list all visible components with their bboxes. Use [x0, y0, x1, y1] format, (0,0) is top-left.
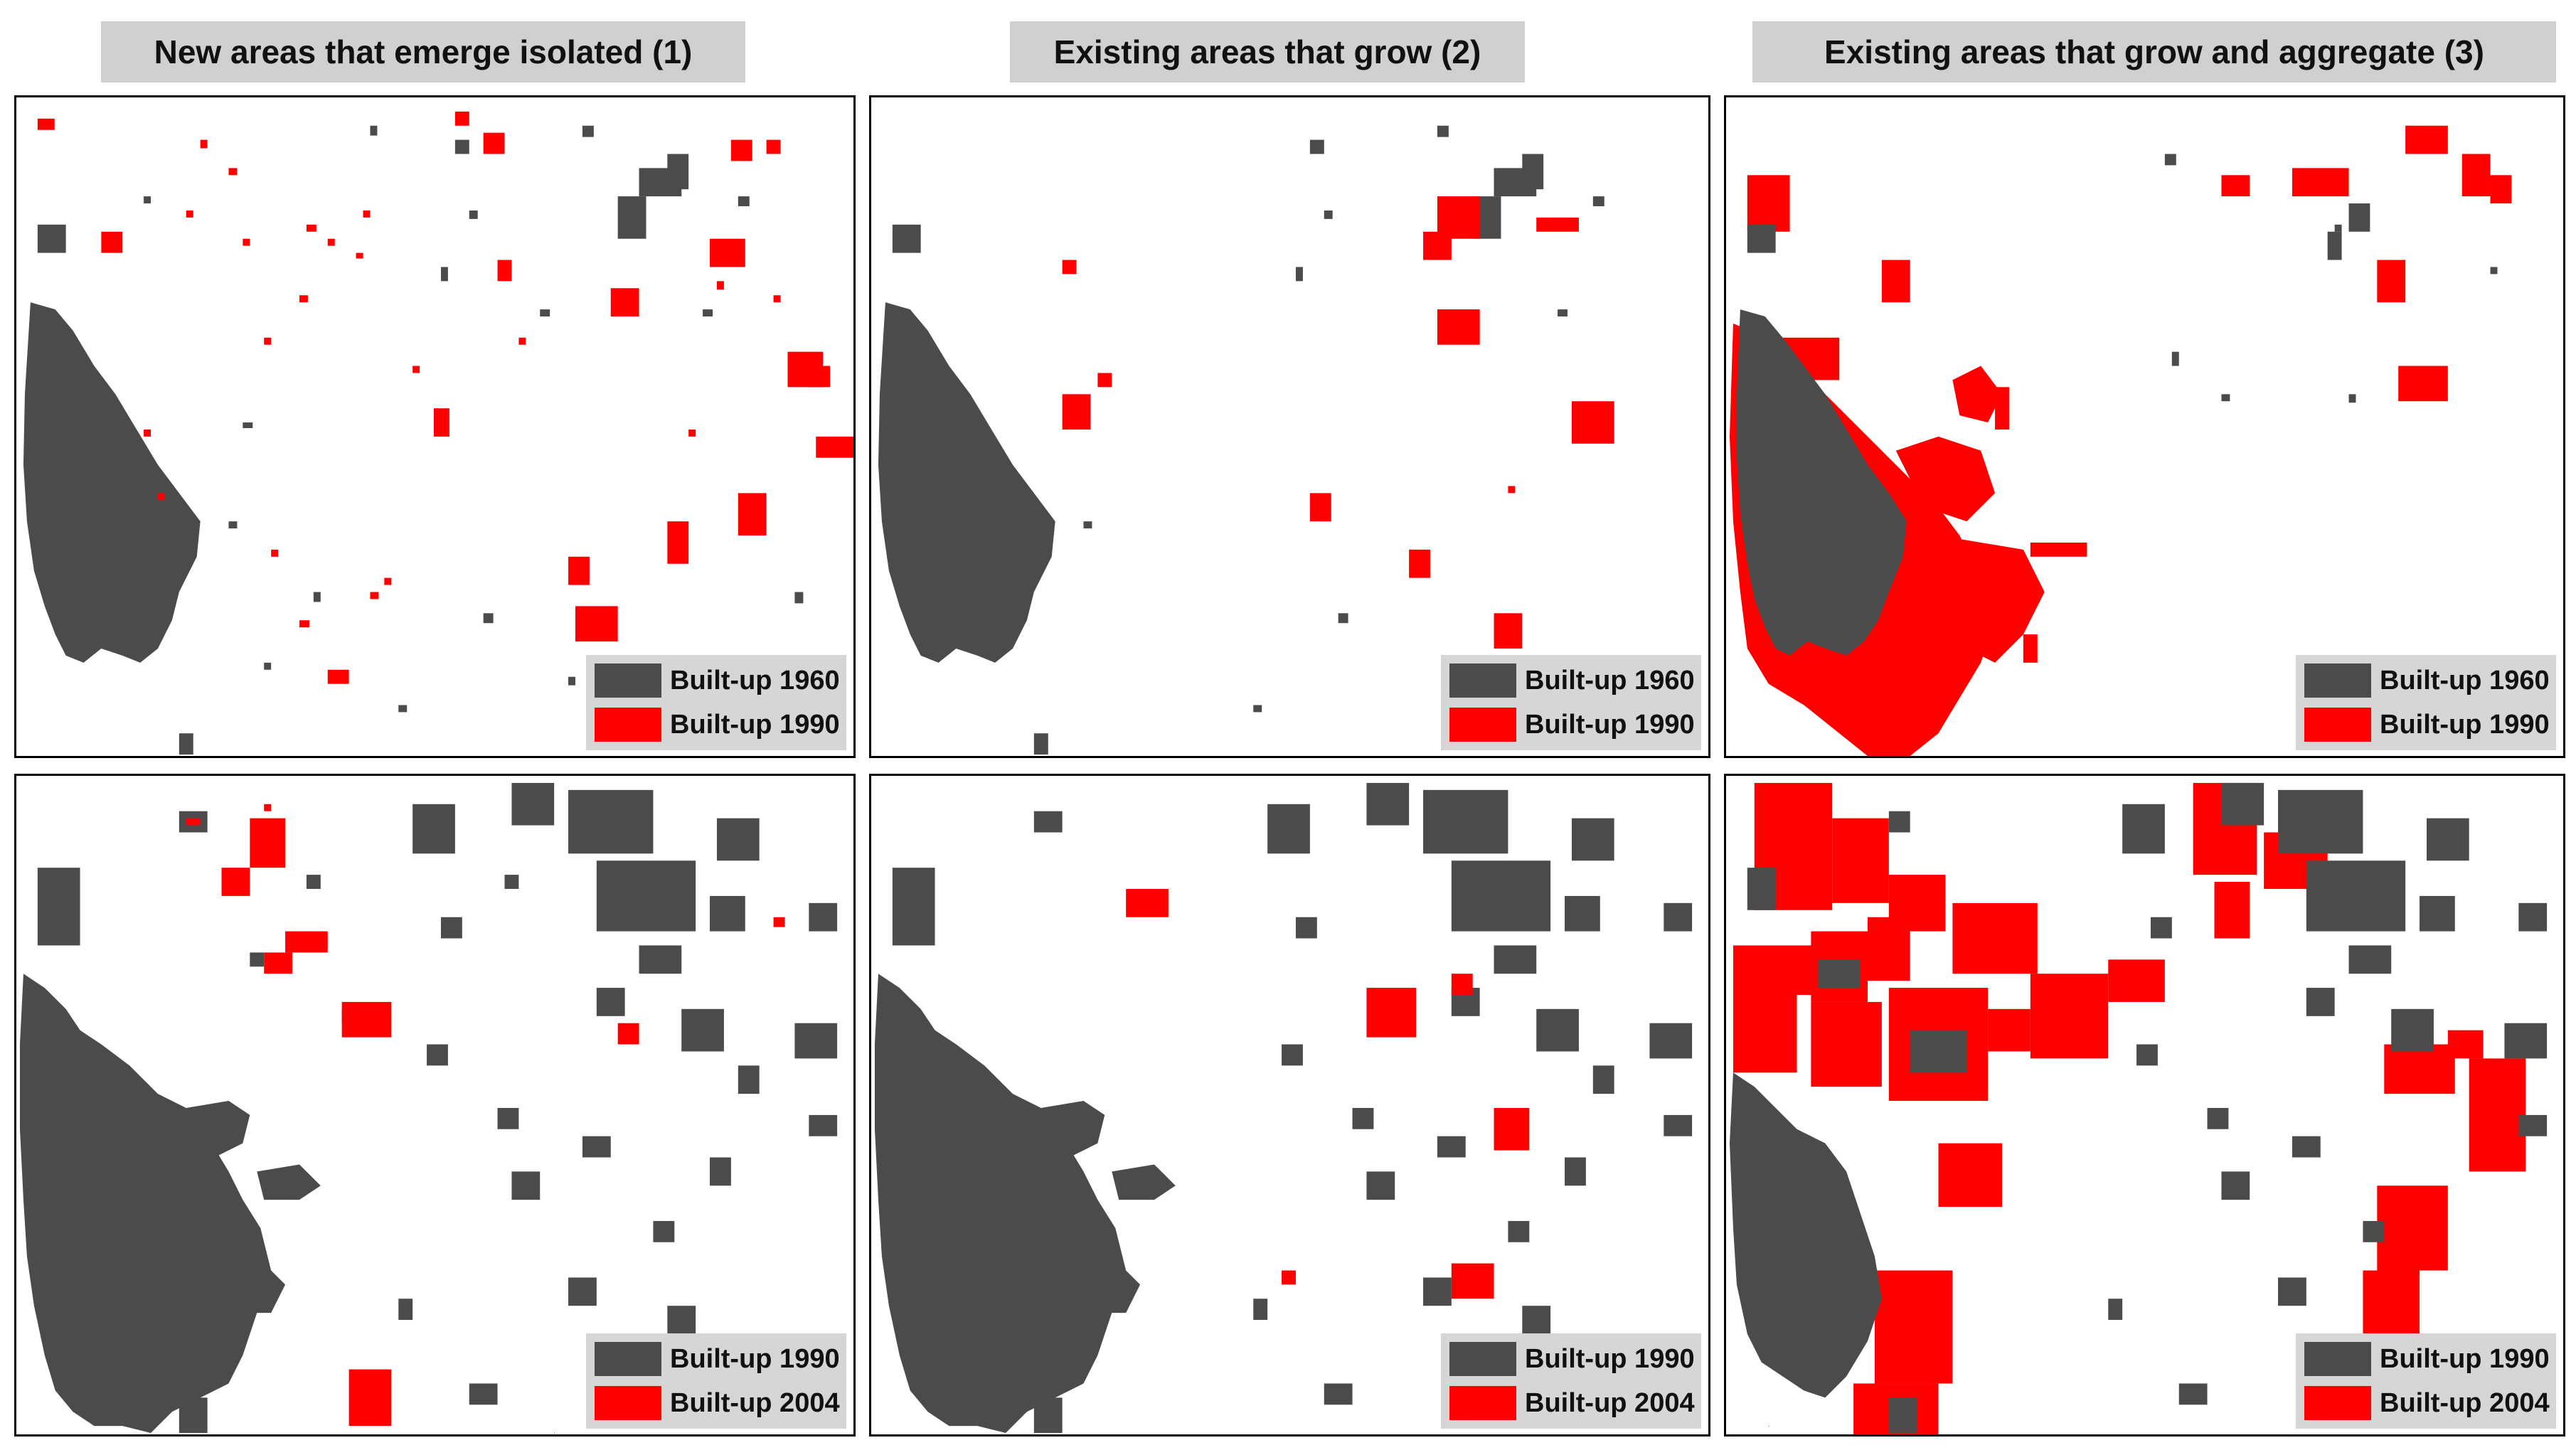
map-panel-aggregate-1960-1990: Built-up 1960 Built-up 1990	[1724, 95, 2565, 758]
map-panel-grow-1990-2004: Built-up 1990 Built-up 2004	[869, 774, 1710, 1437]
legend-label-old: Built-up 1960	[1525, 666, 1695, 695]
map-canvas	[1729, 125, 2512, 756]
legend-swatch-new	[2304, 1386, 2371, 1420]
map-panel-aggregate-1990-2004: Built-up 1990 Built-up 2004	[1724, 774, 2565, 1437]
legend-label-new: Built-up 1990	[670, 710, 840, 740]
map-canvas	[19, 782, 838, 1434]
legend-label-new: Built-up 1990	[1525, 710, 1695, 740]
map-panel-grow-1960-1990: Built-up 1960 Built-up 1990	[869, 95, 1710, 758]
legend-label-new: Built-up 2004	[670, 1388, 840, 1418]
column-title-3: Existing areas that grow and aggregate (…	[1752, 21, 2556, 82]
legend-label-old: Built-up 1960	[2380, 666, 2550, 695]
map-legend: Built-up 1990 Built-up 2004	[586, 1333, 846, 1429]
map-canvas	[878, 125, 1614, 755]
map-panel-isolated-1990-2004: Built-up 1990 Built-up 2004	[14, 774, 856, 1437]
map-legend: Built-up 1960 Built-up 1990	[1441, 655, 1701, 750]
map-legend: Built-up 1990 Built-up 2004	[1441, 1333, 1701, 1429]
legend-label-new: Built-up 2004	[1525, 1388, 1695, 1418]
map-canvas	[23, 111, 853, 755]
legend-swatch-new	[595, 1386, 661, 1420]
legend-label-old: Built-up 1990	[1525, 1344, 1695, 1374]
legend-label-old: Built-up 1990	[2380, 1344, 2550, 1374]
legend-swatch-new	[1449, 1386, 1516, 1420]
map-legend: Built-up 1960 Built-up 1990	[586, 655, 846, 750]
legend-swatch-old	[2304, 1342, 2371, 1376]
legend-swatch-old	[1449, 663, 1516, 698]
legend-swatch-old	[1449, 1342, 1516, 1376]
legend-swatch-old	[2304, 663, 2371, 698]
legend-swatch-old	[595, 663, 661, 698]
map-legend: Built-up 1990 Built-up 2004	[2296, 1333, 2556, 1429]
map-legend: Built-up 1960 Built-up 1990	[2296, 655, 2556, 750]
legend-swatch-new	[595, 708, 661, 742]
legend-swatch-new	[2304, 708, 2371, 742]
map-canvas	[874, 782, 1693, 1434]
legend-label-old: Built-up 1960	[670, 666, 840, 695]
legend-label-new: Built-up 1990	[2380, 710, 2550, 740]
map-canvas	[1729, 782, 2548, 1434]
legend-label-new: Built-up 2004	[2380, 1388, 2550, 1418]
legend-swatch-new	[1449, 708, 1516, 742]
legend-label-old: Built-up 1990	[670, 1344, 840, 1374]
column-title-2: Existing areas that grow (2)	[1010, 21, 1525, 82]
map-panel-isolated-1960-1990: Built-up 1960 Built-up 1990	[14, 95, 856, 758]
column-title-1: New areas that emerge isolated (1)	[101, 21, 745, 82]
legend-swatch-old	[595, 1342, 661, 1376]
